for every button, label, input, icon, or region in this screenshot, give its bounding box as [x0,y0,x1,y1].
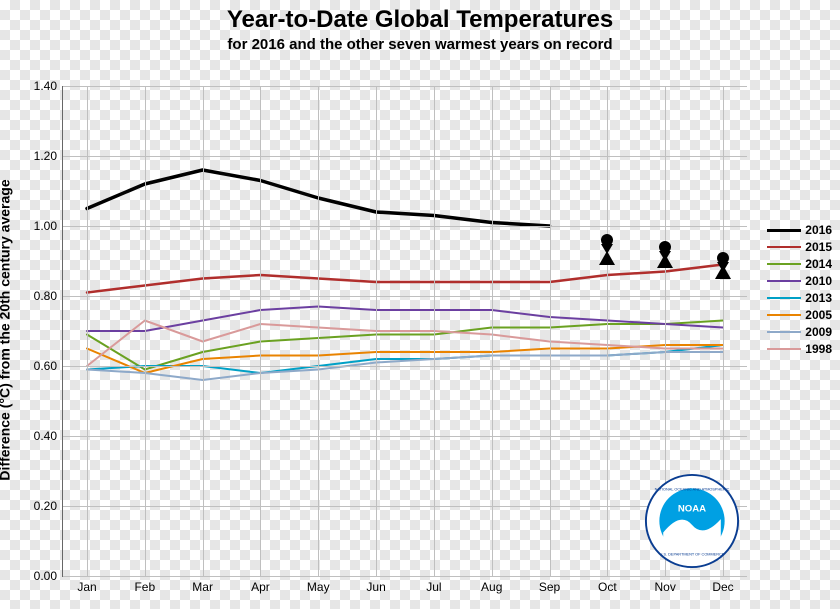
legend-swatch [767,348,801,350]
xtick-label: Apr [251,576,270,594]
gridline-h [63,296,747,297]
legend-item-2014: 2014 [767,257,832,271]
gridline-v [376,86,377,576]
legend-item-2016: 2016 [767,223,832,237]
legend-label: 2014 [805,257,832,271]
legend-swatch [767,229,801,232]
legend-label: 2010 [805,274,832,288]
legend-label: 2005 [805,308,832,322]
chart-title: Year-to-Date Global Temperatures [0,6,840,34]
xtick-label: Sep [539,576,560,594]
series-line-2015 [87,265,723,293]
y-axis-label: Difference (°C) from the 20th century av… [0,179,13,480]
legend: 2016 2015 2014 2010 2013 2005 2009 1998 [767,220,832,359]
legend-item-2009: 2009 [767,325,832,339]
legend-swatch [767,314,801,316]
gridline-v [550,86,551,576]
xtick-label: Jun [366,576,385,594]
gridline-v [203,86,204,576]
series-line-2014 [87,321,723,370]
ytick-label: 0.80 [34,289,63,303]
gridline-v [607,86,608,576]
legend-item-2010: 2010 [767,274,832,288]
gridline-h [63,366,747,367]
noaa-logo: NATIONAL OCEANIC AND ATMOSPHERIC U.S. DE… [644,473,740,569]
gridline-v [145,86,146,576]
legend-label: 2015 [805,240,832,254]
titles-block: Year-to-Date Global Temperatures for 201… [0,6,840,53]
xtick-label: Aug [481,576,502,594]
xtick-label: Dec [712,576,733,594]
xtick-label: Jul [426,576,441,594]
gridline-h [63,156,747,157]
gridline-v [434,86,435,576]
ytick-label: 1.40 [34,79,63,93]
xtick-label: Mar [192,576,213,594]
legend-item-2005: 2005 [767,308,832,322]
xtick-label: Feb [134,576,155,594]
xtick-label: Jan [77,576,96,594]
legend-item-1998: 1998 [767,342,832,356]
gridline-v [492,86,493,576]
legend-swatch [767,297,801,299]
ytick-label: 0.20 [34,499,63,513]
legend-swatch [767,331,801,333]
gridline-h [63,226,747,227]
badge-center-text: NOAA [678,503,706,514]
ytick-label: 0.00 [34,569,63,583]
gridline-v [260,86,261,576]
badge-text-top: NATIONAL OCEANIC AND ATMOSPHERIC [655,487,730,491]
ytick-label: 1.00 [34,219,63,233]
gridline-v [87,86,88,576]
legend-label: 1998 [805,342,832,356]
xtick-label: Oct [598,576,617,594]
gridline-v [318,86,319,576]
gridline-h [63,576,747,577]
legend-item-2015: 2015 [767,240,832,254]
projection-triangle [599,251,615,265]
ytick-label: 0.60 [34,359,63,373]
legend-label: 2009 [805,325,832,339]
xtick-label: Nov [655,576,676,594]
gridline-h [63,436,747,437]
xtick-label: May [307,576,330,594]
chart-frame: Year-to-Date Global Temperatures for 201… [0,0,840,609]
chart-subtitle: for 2016 and the other seven warmest yea… [0,36,840,53]
legend-swatch [767,263,801,265]
series-line-2010 [87,307,723,332]
projection-triangle [657,254,673,268]
projection-triangle [715,265,731,279]
badge-text-bottom: U.S. DEPARTMENT OF COMMERCE [660,553,725,557]
legend-swatch [767,246,801,248]
ytick-label: 0.40 [34,429,63,443]
legend-label: 2016 [805,223,832,237]
legend-swatch [767,280,801,282]
legend-label: 2013 [805,291,832,305]
legend-item-2013: 2013 [767,291,832,305]
gridline-h [63,86,747,87]
ytick-label: 1.20 [34,149,63,163]
